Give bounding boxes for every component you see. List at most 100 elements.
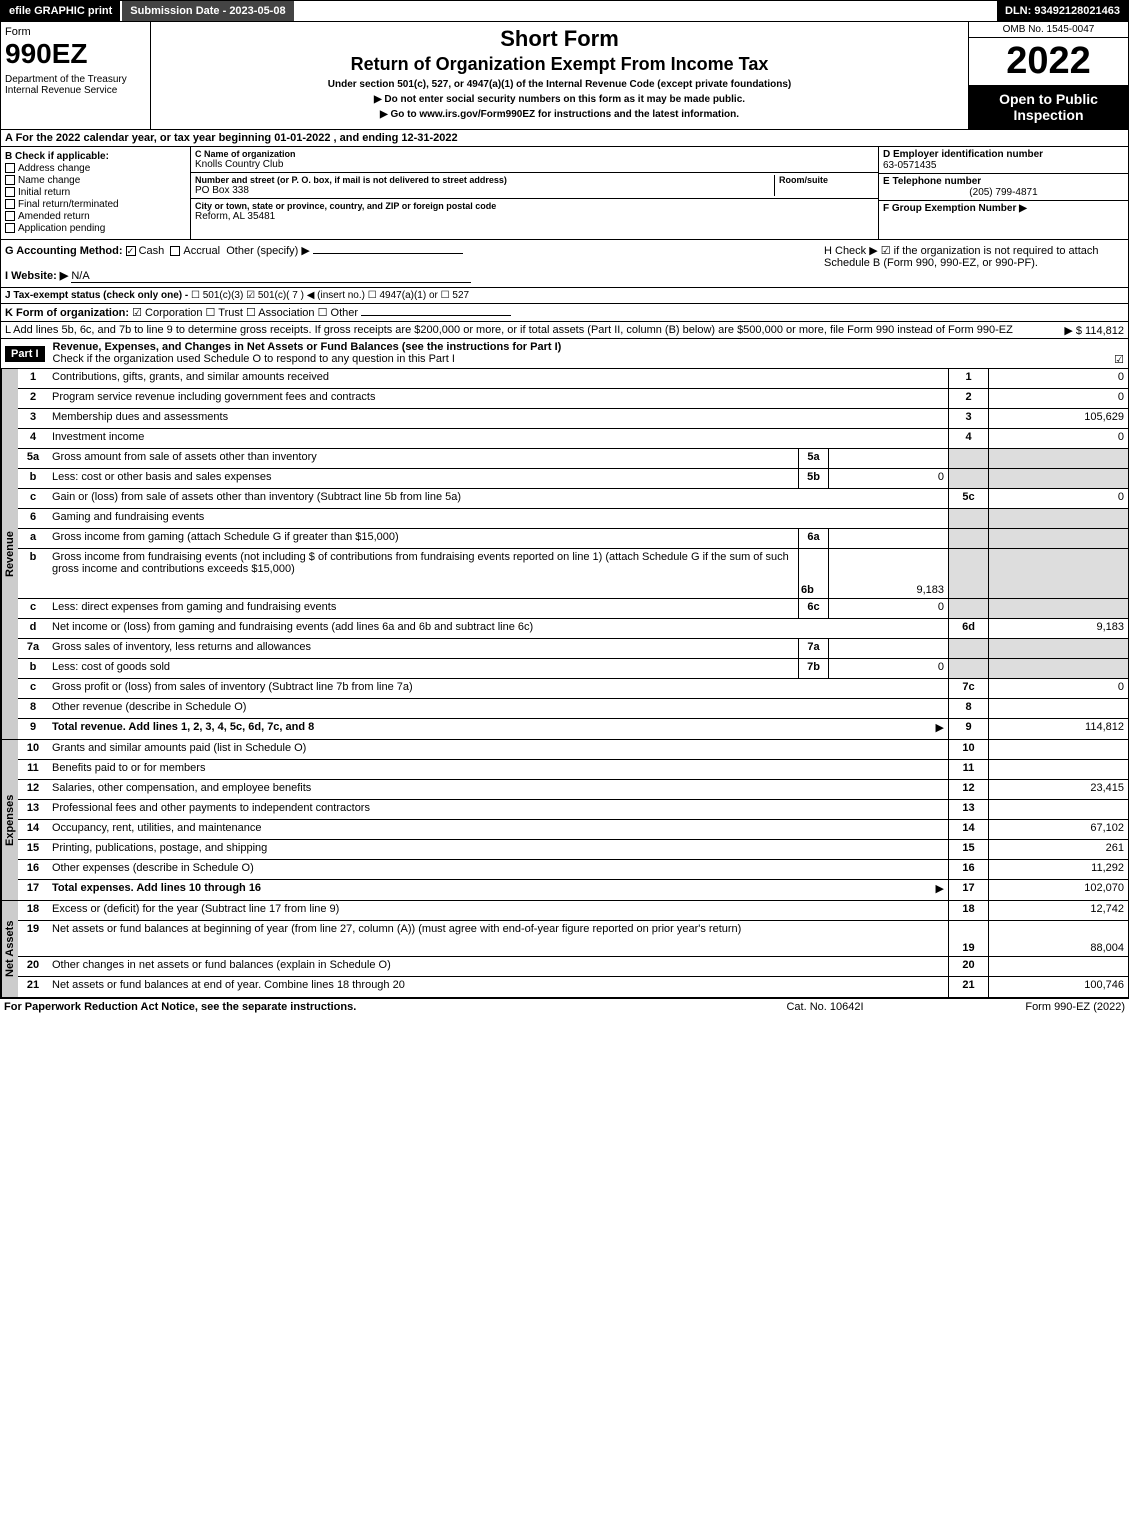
part1-check-text: Check if the organization used Schedule … [53, 353, 455, 365]
line-14: 14Occupancy, rent, utilities, and mainte… [18, 820, 1128, 840]
ein-row: D Employer identification number 63-0571… [879, 147, 1128, 174]
row-a-tax-year: A For the 2022 calendar year, or tax yea… [0, 130, 1129, 147]
chk-initial-return[interactable]: Initial return [5, 187, 186, 198]
netassets-tab: Net Assets [1, 901, 18, 997]
j-options: ☐ 501(c)(3) ☑ 501(c)( 7 ) ◀ (insert no.)… [191, 290, 469, 301]
accounting-method-row: G Accounting Method: Cash Accrual Other … [5, 244, 824, 257]
header-right: OMB No. 1545-0047 2022 Open to Public In… [968, 22, 1128, 129]
org-name-row: C Name of organization Knolls Country Cl… [191, 147, 878, 173]
chk-final-return[interactable]: Final return/terminated [5, 199, 186, 210]
topbar: efile GRAPHIC print Submission Date - 20… [0, 0, 1129, 22]
line-9: 9Total revenue. Add lines 1, 2, 3, 4, 5c… [18, 719, 1128, 739]
line-6a: aGross income from gaming (attach Schedu… [18, 529, 1128, 549]
k-label: K Form of organization: [5, 307, 129, 319]
ein-value: 63-0571435 [883, 160, 1124, 171]
line-3: 3Membership dues and assessments3105,629 [18, 409, 1128, 429]
i-label: I Website: ▶ [5, 270, 68, 282]
cash-label: Cash [139, 245, 165, 257]
revenue-tab: Revenue [1, 369, 18, 739]
part1-header-row: Part I Revenue, Expenses, and Changes in… [0, 339, 1129, 369]
efile-label[interactable]: efile GRAPHIC print [1, 1, 120, 21]
phone-row: E Telephone number (205) 799-4871 [879, 174, 1128, 201]
department-label: Department of the Treasury Internal Reve… [5, 74, 146, 96]
header-center: Short Form Return of Organization Exempt… [151, 22, 968, 129]
line-18: 18Excess or (deficit) for the year (Subt… [18, 901, 1128, 921]
line-21: 21Net assets or fund balances at end of … [18, 977, 1128, 997]
chk-accrual[interactable] [170, 246, 180, 256]
website-value: N/A [71, 270, 471, 283]
row-l-gross-receipts: L Add lines 5b, 6c, and 7b to line 9 to … [0, 322, 1129, 339]
org-name-value: Knolls Country Club [195, 159, 874, 170]
street-label: Number and street (or P. O. box, if mail… [195, 175, 774, 185]
line-5a: 5aGross amount from sale of assets other… [18, 449, 1128, 469]
line-6c: cLess: direct expenses from gaming and f… [18, 599, 1128, 619]
l-text: L Add lines 5b, 6c, and 7b to line 9 to … [5, 324, 1013, 336]
line-7b: bLess: cost of goods sold7b0 [18, 659, 1128, 679]
form-number: 990EZ [5, 38, 146, 70]
tax-year: 2022 [969, 38, 1128, 85]
line-13: 13Professional fees and other payments t… [18, 800, 1128, 820]
org-street-row: Number and street (or P. O. box, if mail… [191, 173, 878, 199]
line-10: 10Grants and similar amounts paid (list … [18, 740, 1128, 760]
room-label: Room/suite [779, 175, 874, 185]
part1-checkbox[interactable]: ☑ [1114, 353, 1124, 366]
website-row: I Website: ▶ N/A [5, 269, 824, 283]
omb-number: OMB No. 1545-0047 [969, 22, 1128, 38]
line-6b: bGross income from fundraising events (n… [18, 549, 1128, 599]
netassets-section: Net Assets 18Excess or (deficit) for the… [0, 901, 1129, 998]
ein-label: D Employer identification number [883, 149, 1124, 160]
org-city-row: City or town, state or province, country… [191, 199, 878, 224]
chk-name-change[interactable]: Name change [5, 175, 186, 186]
line-6: 6Gaming and fundraising events [18, 509, 1128, 529]
line-5c: cGain or (loss) from sale of assets othe… [18, 489, 1128, 509]
line-1: 1Contributions, gifts, grants, and simil… [18, 369, 1128, 389]
footer-cat-no: Cat. No. 10642I [725, 1001, 925, 1013]
page-footer: For Paperwork Reduction Act Notice, see … [0, 998, 1129, 1015]
line-6d: dNet income or (loss) from gaming and fu… [18, 619, 1128, 639]
part1-badge: Part I [5, 346, 45, 362]
line-15: 15Printing, publications, postage, and s… [18, 840, 1128, 860]
line-16: 16Other expenses (describe in Schedule O… [18, 860, 1128, 880]
section-c-org-info: C Name of organization Knolls Country Cl… [191, 147, 878, 239]
dln-label: DLN: 93492128021463 [997, 1, 1128, 21]
row-h: H Check ▶ ☑ if the organization is not r… [824, 244, 1124, 283]
title-short-form: Short Form [155, 26, 964, 52]
chk-cash[interactable] [126, 246, 136, 256]
other-label: Other (specify) ▶ [226, 245, 310, 257]
line-19: 19Net assets or fund balances at beginni… [18, 921, 1128, 957]
city-value: Reform, AL 35481 [195, 211, 874, 222]
chk-application-pending[interactable]: Application pending [5, 223, 186, 234]
section-def: D Employer identification number 63-0571… [878, 147, 1128, 239]
line-20: 20Other changes in net assets or fund ba… [18, 957, 1128, 977]
chk-address-change[interactable]: Address change [5, 163, 186, 174]
org-name-label: C Name of organization [195, 149, 874, 159]
expenses-tab: Expenses [1, 740, 18, 900]
k-options: ☑ Corporation ☐ Trust ☐ Association ☐ Ot… [132, 307, 358, 319]
row-g-left: G Accounting Method: Cash Accrual Other … [5, 244, 824, 283]
subtitle-section: Under section 501(c), 527, or 4947(a)(1)… [155, 79, 964, 90]
line-4: 4Investment income40 [18, 429, 1128, 449]
other-specify-input[interactable] [313, 253, 463, 254]
section-bcdef: B Check if applicable: Address change Na… [0, 147, 1129, 240]
title-return: Return of Organization Exempt From Incom… [155, 54, 964, 75]
expenses-section: Expenses 10Grants and similar amounts pa… [0, 740, 1129, 901]
k-other-input[interactable] [361, 315, 511, 316]
line-12: 12Salaries, other compensation, and empl… [18, 780, 1128, 800]
line-8: 8Other revenue (describe in Schedule O)8 [18, 699, 1128, 719]
l-amount: ▶ $ 114,812 [1064, 324, 1124, 337]
line-11: 11Benefits paid to or for members11 [18, 760, 1128, 780]
line-2: 2Program service revenue including gover… [18, 389, 1128, 409]
b-label: B Check if applicable: [5, 151, 186, 162]
form-label: Form [5, 26, 146, 38]
street-value: PO Box 338 [195, 185, 774, 196]
chk-amended-return[interactable]: Amended return [5, 211, 186, 222]
footer-paperwork-notice: For Paperwork Reduction Act Notice, see … [4, 1001, 725, 1013]
row-j-tax-exempt: J Tax-exempt status (check only one) - ☐… [0, 288, 1129, 304]
row-k-form-org: K Form of organization: ☑ Corporation ☐ … [0, 304, 1129, 322]
subtitle-goto-link[interactable]: ▶ Go to www.irs.gov/Form990EZ for instru… [155, 109, 964, 120]
section-b-checkboxes: B Check if applicable: Address change Na… [1, 147, 191, 239]
group-label: F Group Exemption Number ▶ [883, 203, 1124, 214]
part1-title: Revenue, Expenses, and Changes in Net As… [53, 341, 562, 353]
city-label: City or town, state or province, country… [195, 201, 874, 211]
accrual-label: Accrual [183, 245, 220, 257]
